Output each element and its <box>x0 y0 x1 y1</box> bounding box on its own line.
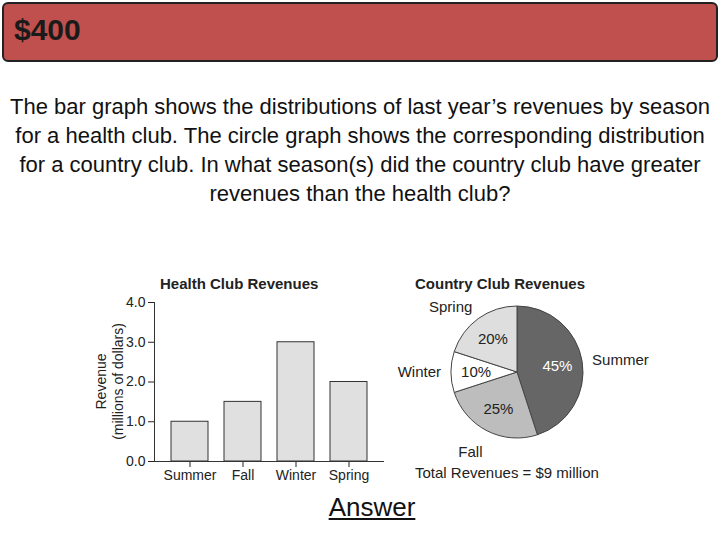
svg-text:3.0: 3.0 <box>126 334 146 350</box>
svg-text:Revenue: Revenue <box>93 353 109 409</box>
svg-text:Winter: Winter <box>276 467 317 483</box>
html-text:Answer: Answer <box>328 492 416 522</box>
svg-text:2.0: 2.0 <box>126 373 146 389</box>
html-text:The bar graph shows the distri: The bar graph shows the distributions of… <box>10 94 710 206</box>
svg-text:Summer: Summer <box>164 467 217 483</box>
svg-text:4.0: 4.0 <box>126 294 146 310</box>
html-text:Health Club Revenues: Health Club Revenues <box>160 275 319 292</box>
html-text:Total Revenues = $9 million: Total Revenues = $9 million <box>415 464 599 481</box>
svg-text:Summer: Summer <box>592 351 649 368</box>
svg-text:1.0: 1.0 <box>126 413 146 429</box>
svg-text:Fall: Fall <box>232 467 255 483</box>
svg-text:10%: 10% <box>461 363 491 380</box>
svg-text:Spring: Spring <box>329 467 369 483</box>
svg-text:20%: 20% <box>478 330 508 347</box>
svg-text:0.0: 0.0 <box>126 453 146 469</box>
html-text:Country Club Revenues: Country Club Revenues <box>415 275 585 292</box>
svg-text:(millions of dollars): (millions of dollars) <box>110 323 126 440</box>
svg-text:Fall: Fall <box>458 443 482 460</box>
svg-text:25%: 25% <box>483 400 513 417</box>
html-text:$400: $400 <box>14 13 81 46</box>
svg-text:Spring: Spring <box>429 298 472 315</box>
svg-text:45%: 45% <box>542 357 572 374</box>
svg-text:Winter: Winter <box>398 363 441 380</box>
